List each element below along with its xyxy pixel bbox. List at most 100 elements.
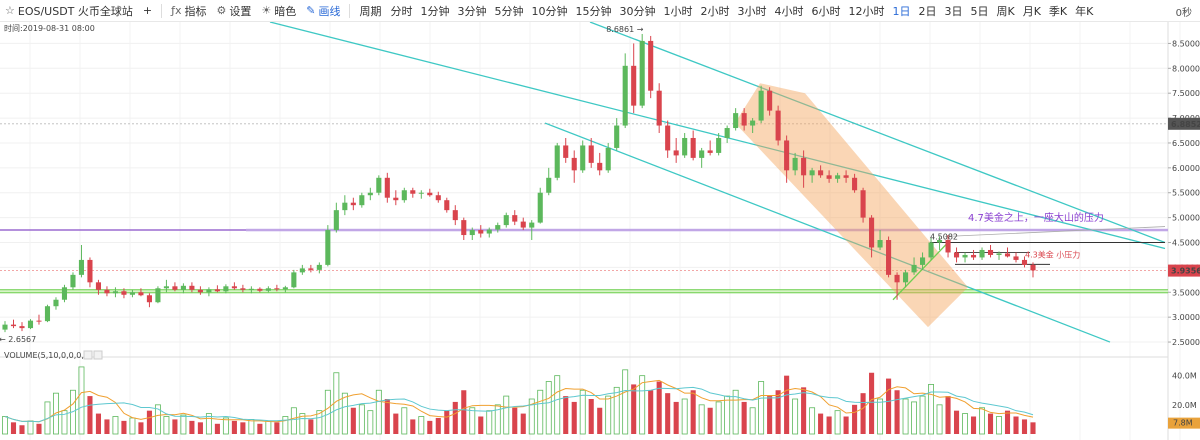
volume-bar xyxy=(1013,416,1019,434)
candle-body xyxy=(936,240,943,243)
volume-bar xyxy=(758,381,765,435)
downtrend-band[interactable] xyxy=(735,83,968,328)
candle-body xyxy=(299,268,305,273)
period-3日[interactable]: 3日 xyxy=(944,4,963,18)
period-2小时[interactable]: 2小时 xyxy=(700,4,730,18)
candle-body xyxy=(716,137,722,153)
thin-trend-line[interactable] xyxy=(944,226,1166,237)
candle-body xyxy=(520,221,526,228)
volume-bar xyxy=(698,404,705,435)
volume-bar xyxy=(894,390,900,434)
period-2日[interactable]: 2日 xyxy=(918,4,937,18)
period-30分钟[interactable]: 30分钟 xyxy=(619,4,656,18)
period-月K[interactable]: 月K xyxy=(1022,4,1041,18)
candle-body xyxy=(784,140,790,171)
volume-bar xyxy=(622,369,629,435)
period-1日[interactable]: 1日 xyxy=(892,4,911,18)
candle-body xyxy=(393,197,399,201)
minor-resistance-note: 4.3美金 小压力 xyxy=(1025,249,1080,259)
countdown-label: 0秒 xyxy=(1175,7,1192,19)
candle-body xyxy=(189,285,195,290)
candle-body xyxy=(962,254,968,258)
channel-upper-line[interactable] xyxy=(269,22,1166,250)
volume-tick-label: 20.0M xyxy=(1172,401,1197,410)
volume-bar xyxy=(707,407,713,434)
period-季K[interactable]: 季K xyxy=(1048,4,1068,18)
volume-bar xyxy=(427,420,433,434)
period-3分钟[interactable]: 3分钟 xyxy=(457,4,487,18)
period-5日[interactable]: 5日 xyxy=(970,4,989,18)
price-tick-label: 6.5000 xyxy=(1172,139,1200,148)
current-price-tag: 3.9356 xyxy=(1171,267,1200,276)
volume-bar xyxy=(265,420,272,435)
candle-body xyxy=(673,150,679,156)
volume-bar xyxy=(962,413,968,435)
candle-body xyxy=(206,289,212,293)
rising-trend-line[interactable] xyxy=(892,242,949,301)
period-1分钟[interactable]: 1分钟 xyxy=(420,4,450,18)
volume-bar xyxy=(886,378,892,434)
candle-body xyxy=(495,225,501,230)
channel-top-line[interactable] xyxy=(589,22,1166,244)
drawing-layer[interactable] xyxy=(0,22,1168,343)
add-symbol-button[interactable]: + xyxy=(142,4,153,17)
candle-body xyxy=(945,240,951,253)
period-10分钟[interactable]: 10分钟 xyxy=(531,4,568,18)
volume-bar xyxy=(172,419,178,434)
volume-bar xyxy=(44,401,51,435)
candle-body xyxy=(1013,256,1019,260)
volume-bar xyxy=(274,422,280,434)
favorite-star-button[interactable]: ☆ EOS/USDT 火币全球站 xyxy=(0,0,138,21)
candle-body xyxy=(852,177,858,191)
chart-toolbar: ☆ EOS/USDT 火币全球站 + ƒx 指标 ⚙ 设置 ☀ 暗色 ✎ 画线 … xyxy=(0,0,1200,22)
volume-bar xyxy=(597,407,603,434)
period-分时[interactable]: 分时 xyxy=(390,4,413,18)
channel-lower-line[interactable] xyxy=(544,122,1111,343)
period-15分钟[interactable]: 15分钟 xyxy=(575,4,612,18)
volume-bar xyxy=(410,419,416,434)
volume-bar xyxy=(435,417,441,434)
candle-body xyxy=(70,274,76,288)
candle-body xyxy=(180,285,186,290)
period-年K[interactable]: 年K xyxy=(1075,4,1094,18)
candle-body xyxy=(503,215,509,226)
candle-body xyxy=(291,272,297,288)
eye-icon[interactable] xyxy=(83,350,93,360)
period-1小时[interactable]: 1小时 xyxy=(663,4,693,18)
volume-bar xyxy=(665,393,671,434)
volume-ma5-line xyxy=(4,379,1034,423)
period-3小时[interactable]: 3小时 xyxy=(737,4,767,18)
period-4小时[interactable]: 4小时 xyxy=(774,4,804,18)
price-tick-label: 8.5000 xyxy=(1172,39,1200,48)
period-label: 周期 xyxy=(359,4,382,18)
candle-body xyxy=(614,125,620,148)
candle-body xyxy=(231,286,237,289)
period-6小时[interactable]: 6小时 xyxy=(811,4,841,18)
volume-indicator-controls[interactable] xyxy=(83,350,103,360)
candle-body xyxy=(95,282,102,290)
price-chart[interactable]: 8.50008.00007.50007.00006.50006.00005.50… xyxy=(0,22,1200,440)
volume-bar xyxy=(826,416,832,434)
draw-line-button[interactable]: ✎ 画线 xyxy=(301,0,345,21)
volume-bar xyxy=(121,420,127,434)
volume-bar xyxy=(690,390,696,434)
volume-bar xyxy=(154,404,161,435)
volume-bar xyxy=(724,395,731,435)
settings-small-icon[interactable] xyxy=(93,350,103,360)
candle-body xyxy=(699,150,705,158)
indicators-button[interactable]: ƒx 指标 xyxy=(166,0,211,21)
support-zone[interactable] xyxy=(0,289,1168,294)
volume-ma10-line xyxy=(4,386,1034,423)
settings-button[interactable]: ⚙ 设置 xyxy=(212,0,257,21)
period-12小时[interactable]: 12小时 xyxy=(848,4,885,18)
candle-body xyxy=(801,157,807,176)
period-周K[interactable]: 周K xyxy=(996,4,1015,18)
volume-bar xyxy=(469,407,476,435)
volume-bar xyxy=(10,422,17,434)
volume-current-tag: 7.8M xyxy=(1173,419,1193,428)
resistance-zone[interactable] xyxy=(246,228,1168,232)
theme-button[interactable]: ☀ 暗色 xyxy=(256,0,301,21)
candle-body xyxy=(435,195,441,201)
volume-bar xyxy=(801,387,807,434)
period-5分钟[interactable]: 5分钟 xyxy=(494,4,524,18)
